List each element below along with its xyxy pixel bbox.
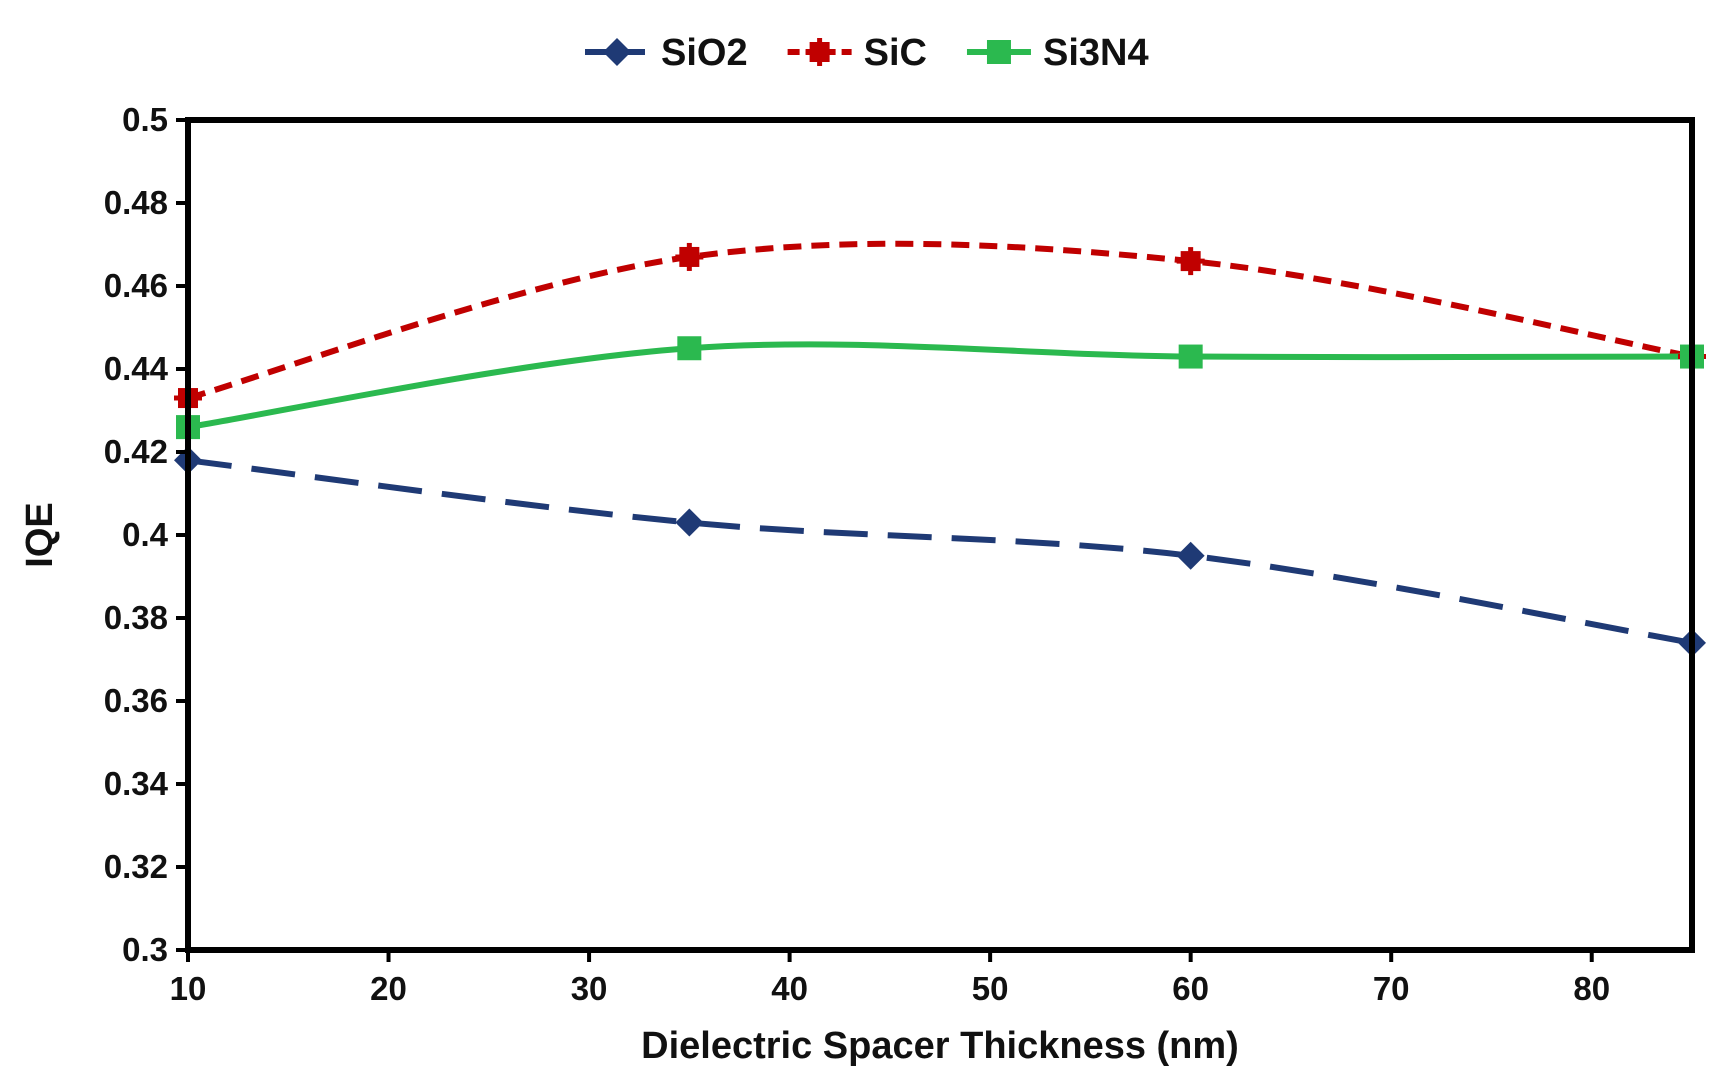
y-tick-label: 0.32 <box>104 848 168 885</box>
series-layer <box>187 240 1693 646</box>
data-point-sio2 <box>1176 541 1205 570</box>
y-tick-label: 0.34 <box>104 765 169 802</box>
data-point-si3n4 <box>677 336 702 361</box>
y-axis-title: IQE <box>19 502 61 567</box>
y-tick-label: 0.44 <box>104 350 169 387</box>
legend-label-sio2: SiO2 <box>661 32 748 74</box>
marker-layer <box>174 242 1706 657</box>
x-tick-label: 50 <box>972 970 1009 1007</box>
x-tick-label: 70 <box>1373 970 1410 1007</box>
x-tick-label: 80 <box>1573 970 1610 1007</box>
series-line-si3n4 <box>187 341 1693 431</box>
y-tick-label: 0.42 <box>104 433 168 470</box>
y-tick-label: 0.48 <box>104 184 168 221</box>
y-tick-label: 0.3 <box>122 931 168 968</box>
y-tick-label: 0.4 <box>122 516 169 553</box>
x-tick-label: 20 <box>370 970 407 1007</box>
series-line-sio2 <box>187 457 1693 646</box>
y-tick-label: 0.38 <box>104 599 168 636</box>
legend: SiO2 SiC Si3N4 <box>585 32 1149 74</box>
series-line-sic <box>187 240 1693 401</box>
legend-marker-si3n4 <box>986 40 1011 64</box>
y-tick-label: 0.5 <box>122 101 168 138</box>
legend-marker-sic <box>805 38 834 66</box>
y-axis: 0.3 0.32 0.34 0.36 0.38 0.4 0.42 0.44 0.46 0.48 0.… <box>104 101 188 968</box>
legend-label-sic: SiC <box>864 32 927 74</box>
x-tick-label: 10 <box>170 970 207 1007</box>
legend-item-si3n4: Si3N4 <box>966 32 1149 74</box>
data-point-sic <box>1176 247 1205 276</box>
x-axis-title: Dielectric Spacer Thickness (nm) <box>641 1025 1239 1067</box>
x-tick-label: 30 <box>571 970 608 1007</box>
x-axis: 10 20 30 40 50 60 70 80 <box>170 950 1610 1007</box>
legend-item-sio2: SiO2 <box>585 32 748 74</box>
x-tick-label: 60 <box>1172 970 1209 1007</box>
data-point-sic <box>675 242 704 271</box>
data-point-sio2 <box>675 508 704 537</box>
x-tick-label: 40 <box>771 970 808 1007</box>
y-tick-label: 0.36 <box>104 682 168 719</box>
legend-item-sic: SiC <box>787 32 927 74</box>
legend-label-si3n4: Si3N4 <box>1043 32 1149 74</box>
legend-marker-sio2 <box>603 38 631 66</box>
data-point-si3n4 <box>1178 344 1203 369</box>
y-tick-label: 0.46 <box>104 267 168 304</box>
